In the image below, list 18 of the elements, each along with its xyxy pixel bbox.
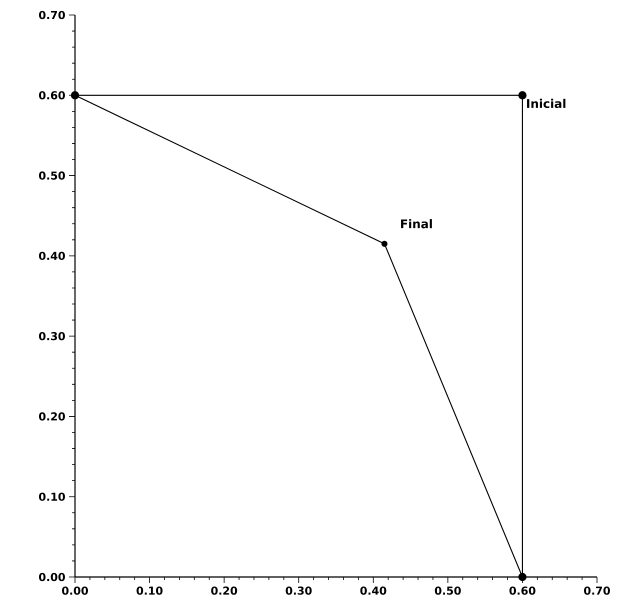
x-tick-label: 0.00 <box>62 586 88 595</box>
y-tick-label: 0.70 <box>38 10 65 20</box>
x-tick-label: 0.10 <box>136 586 163 595</box>
y-tick-label: 0.30 <box>38 332 65 340</box>
x-tick-label: 0.20 <box>211 586 238 595</box>
x-tick-label: 0.30 <box>286 586 312 595</box>
series-label: Final <box>401 219 432 228</box>
x-tick-label: 0.70 <box>584 586 610 595</box>
x-tick-label: 0.60 <box>509 586 536 595</box>
x-tick-label: 0.40 <box>360 586 386 595</box>
x-tick-label: 0.50 <box>434 586 461 595</box>
series-label: Inicial <box>527 98 566 108</box>
y-tick-label: 0.60 <box>38 91 65 100</box>
y-tick-label: 0.40 <box>38 252 65 260</box>
y-tick-label: 0.00 <box>38 572 65 582</box>
y-tick-label: 0.50 <box>38 171 65 180</box>
y-tick-label: 0.10 <box>38 492 65 501</box>
y-tick-label: 0.20 <box>38 412 65 421</box>
